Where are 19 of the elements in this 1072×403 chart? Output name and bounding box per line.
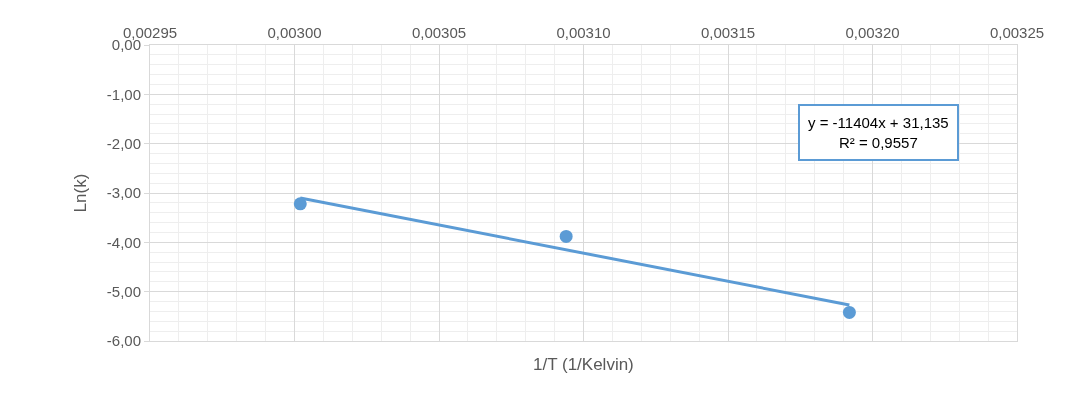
x-tick-label: 0,00320 — [845, 24, 900, 41]
annotation: y = -11404x + 31,135 — [808, 114, 949, 131]
y-tick-label: -5,00 — [106, 282, 141, 300]
x-tick-label: 0,00305 — [411, 24, 467, 41]
point — [559, 229, 573, 243]
y-tick-label: -3,00 — [106, 184, 141, 202]
y-axis-title: Ln(k) — [71, 173, 91, 213]
y-tick-label: -1,00 — [106, 85, 141, 103]
x-tick-label: 0,00315 — [700, 24, 756, 41]
y-tick-label: -2,00 — [106, 134, 141, 152]
y-tick-label: -4,00 — [106, 233, 141, 251]
y-tick-label: -6,00 — [106, 332, 141, 350]
x-tick-label: 0,00310 — [556, 24, 611, 41]
x-axis-title: 1/T (1/Kelvin) — [533, 355, 634, 374]
x-tick-label: 0,00325 — [989, 24, 1045, 41]
point — [842, 305, 856, 319]
point — [293, 197, 307, 211]
annotation: R² = 0,9557 — [838, 133, 918, 151]
x-tick-label: 0,00300 — [267, 24, 322, 41]
